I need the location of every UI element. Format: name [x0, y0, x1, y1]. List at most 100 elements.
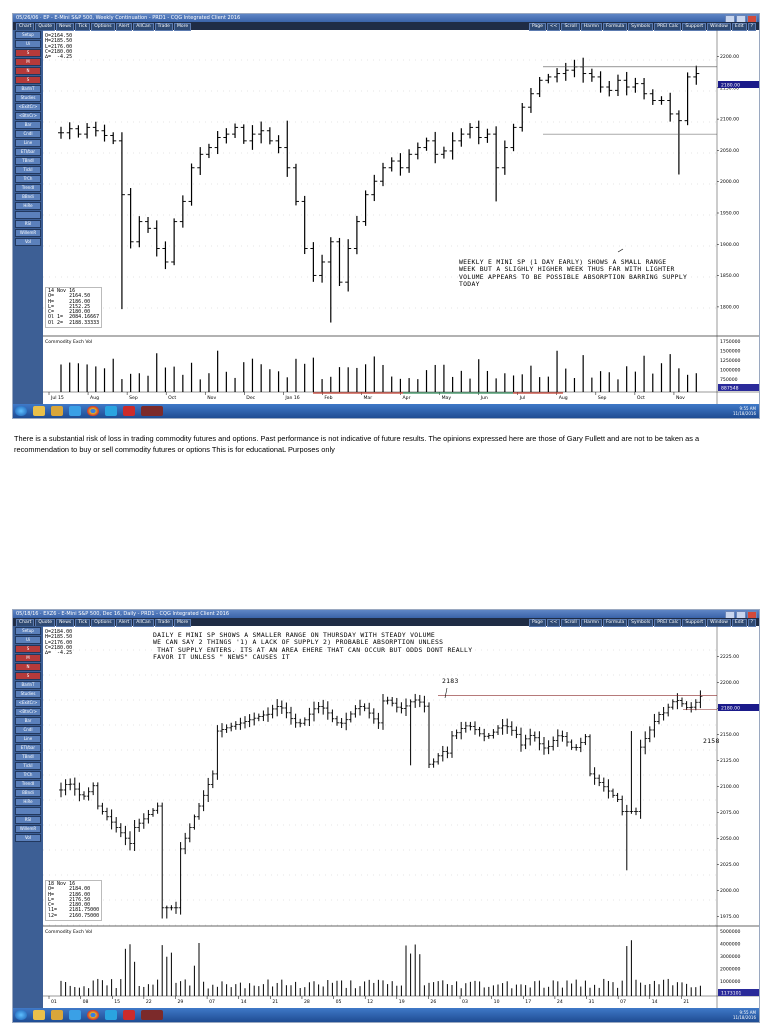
cqg-app-icon[interactable]: [141, 1010, 163, 1020]
menu-tick[interactable]: Tick: [75, 619, 91, 627]
side-button[interactable]: Studies: [15, 690, 41, 698]
side-button[interactable]: S: [15, 645, 41, 653]
toolbar-button[interactable]: Formula: [602, 619, 628, 627]
menu-trade[interactable]: Trade: [154, 619, 173, 627]
side-button[interactable]: BarInT: [15, 85, 41, 93]
side-button[interactable]: ETI/bar: [15, 744, 41, 752]
side-button[interactable]: M: [15, 654, 41, 662]
browser-ie-icon[interactable]: [69, 1010, 81, 1020]
toolbar-button[interactable]: Support: [682, 23, 707, 31]
start-orb-icon[interactable]: [15, 406, 27, 416]
side-button[interactable]: WillemR: [15, 229, 41, 237]
toolbar-button[interactable]: Window: [707, 23, 731, 31]
side-button[interactable]: CndI: [15, 130, 41, 138]
toolbar-button[interactable]: ?: [747, 619, 756, 627]
menu-quote[interactable]: Quote: [35, 619, 56, 627]
side-button[interactable]: S: [15, 49, 41, 57]
side-button[interactable]: Bar: [15, 717, 41, 725]
side-button[interactable]: TickI: [15, 166, 41, 174]
browser-chrome-icon[interactable]: [87, 406, 99, 416]
toolbar-button[interactable]: PREI Calc: [654, 619, 682, 627]
menu-quote[interactable]: Quote: [35, 23, 56, 31]
toolbar-button[interactable]: Window: [707, 619, 731, 627]
toolbar-button[interactable]: Formula: [602, 23, 628, 31]
toolbar-button[interactable]: <<: [546, 619, 561, 627]
toolbar-button[interactable]: ?: [747, 23, 756, 31]
side-button[interactable]: N: [15, 663, 41, 671]
menu-options[interactable]: Options: [91, 23, 115, 31]
side-button[interactable]: Setup: [15, 627, 41, 635]
side-button[interactable]: N: [15, 67, 41, 75]
side-button[interactable]: S: [15, 76, 41, 84]
side-button[interactable]: TrendI: [15, 184, 41, 192]
side-button[interactable]: Vol: [15, 238, 41, 246]
side-button[interactable]: Setup: [15, 31, 41, 39]
side-button[interactable]: BBndi: [15, 789, 41, 797]
side-button[interactable]: Ui: [15, 636, 41, 644]
side-button[interactable]: [15, 211, 41, 219]
folder-icon[interactable]: [33, 1010, 45, 1020]
side-button[interactable]: TickI: [15, 762, 41, 770]
side-button[interactable]: <BtnCr>: [15, 708, 41, 716]
side-button[interactable]: CndI: [15, 726, 41, 734]
side-button[interactable]: TBndI: [15, 753, 41, 761]
toolbar-button[interactable]: Edit: [731, 23, 747, 31]
side-button[interactable]: Ui: [15, 40, 41, 48]
pdf-icon[interactable]: [123, 1010, 135, 1020]
side-button[interactable]: [15, 807, 41, 815]
side-button[interactable]: RSI: [15, 220, 41, 228]
side-button[interactable]: S: [15, 672, 41, 680]
skype-icon[interactable]: [105, 1010, 117, 1020]
menu-alert[interactable]: Alert: [115, 23, 133, 31]
side-button[interactable]: <ExitCr>: [15, 103, 41, 111]
menu-allcan[interactable]: AllCan: [133, 23, 154, 31]
side-button[interactable]: TrCh: [15, 771, 41, 779]
folder-icon[interactable]: [33, 406, 45, 416]
toolbar-button[interactable]: PREI Calc: [654, 23, 682, 31]
side-button[interactable]: HiRe: [15, 798, 41, 806]
side-button[interactable]: BarInT: [15, 681, 41, 689]
side-button[interactable]: Line: [15, 139, 41, 147]
folder-icon[interactable]: [51, 1010, 63, 1020]
side-button[interactable]: <ExitCr>: [15, 699, 41, 707]
side-button[interactable]: BBndi: [15, 193, 41, 201]
side-button[interactable]: RSI: [15, 816, 41, 824]
menu-news[interactable]: News: [56, 23, 75, 31]
side-button[interactable]: TBndI: [15, 157, 41, 165]
folder-icon[interactable]: [51, 406, 63, 416]
side-button[interactable]: Vol: [15, 834, 41, 842]
toolbar-button[interactable]: Scroll: [561, 23, 580, 31]
side-button[interactable]: WillemR: [15, 825, 41, 833]
menu-news[interactable]: News: [56, 619, 75, 627]
pdf-icon[interactable]: [123, 406, 135, 416]
side-button[interactable]: Line: [15, 735, 41, 743]
side-button[interactable]: Bar: [15, 121, 41, 129]
side-button[interactable]: Studies: [15, 94, 41, 102]
toolbar-button[interactable]: <<: [546, 23, 561, 31]
side-button[interactable]: TrCh: [15, 175, 41, 183]
menu-tick[interactable]: Tick: [75, 23, 91, 31]
toolbar-button[interactable]: Symbols: [628, 23, 654, 31]
side-button[interactable]: ETI/bar: [15, 148, 41, 156]
toolbar-button[interactable]: Symbols: [628, 619, 654, 627]
side-button[interactable]: <BtnCr>: [15, 112, 41, 120]
cqg-app-icon[interactable]: [141, 406, 163, 416]
browser-ie-icon[interactable]: [69, 406, 81, 416]
menu-allcan[interactable]: AllCan: [133, 619, 154, 627]
menu-trade[interactable]: Trade: [154, 23, 173, 31]
menu-options[interactable]: Options: [91, 619, 115, 627]
menu-more[interactable]: More: [173, 619, 192, 627]
skype-icon[interactable]: [105, 406, 117, 416]
toolbar-button[interactable]: Harmn: [580, 619, 602, 627]
toolbar-button[interactable]: Edit: [731, 619, 747, 627]
start-orb-icon[interactable]: [15, 1010, 27, 1020]
side-button[interactable]: M: [15, 58, 41, 66]
toolbar-button[interactable]: Page: [529, 619, 546, 627]
toolbar-button[interactable]: Page: [529, 23, 546, 31]
toolbar-button[interactable]: Harmn: [580, 23, 602, 31]
browser-chrome-icon[interactable]: [87, 1010, 99, 1020]
menu-alert[interactable]: Alert: [115, 619, 133, 627]
menu-more[interactable]: More: [173, 23, 192, 31]
side-button[interactable]: TrendI: [15, 780, 41, 788]
toolbar-button[interactable]: Scroll: [561, 619, 580, 627]
